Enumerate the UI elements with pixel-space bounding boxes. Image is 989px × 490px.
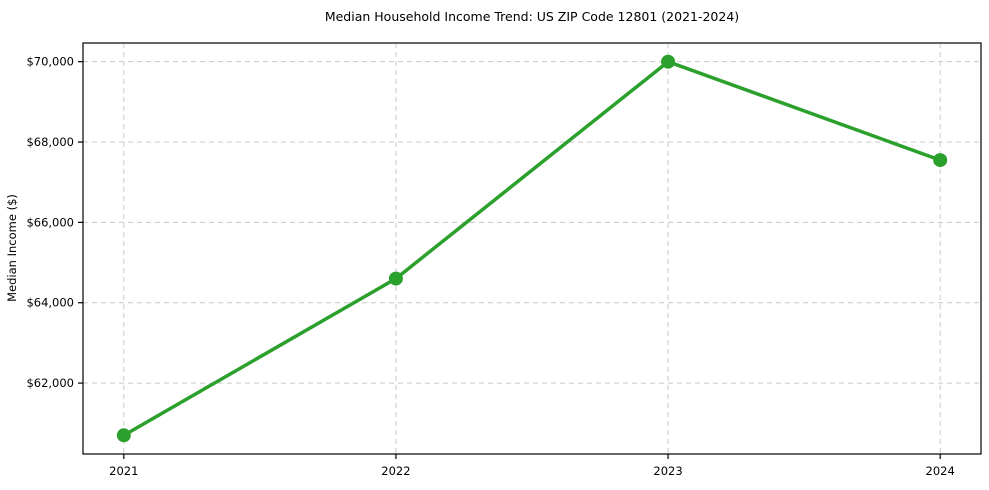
data-point-marker	[388, 271, 403, 286]
data-point-marker	[116, 428, 131, 443]
y-axis-label: Median Income ($)	[5, 194, 19, 302]
x-tick-label: 2024	[926, 464, 955, 478]
ticks-layer: $62,000 $64,000 $66,000 $68,000 $70,000 2021 2…	[26, 55, 954, 478]
x-tick-label: 2021	[109, 464, 138, 478]
plot-border	[82, 42, 982, 455]
y-tick-label: $62,000	[26, 376, 74, 390]
x-tick-label: 2023	[653, 464, 682, 478]
data-point-marker	[933, 153, 948, 168]
chart-title: Median Household Income Trend: US ZIP Co…	[325, 9, 739, 24]
y-tick-label: $70,000	[26, 55, 74, 69]
trend-line-series	[116, 54, 948, 443]
y-tick-label: $66,000	[26, 215, 74, 229]
grid-layer	[83, 43, 981, 454]
trend-line	[122, 59, 942, 438]
y-tick-label: $64,000	[26, 296, 74, 310]
y-tick-label: $68,000	[26, 135, 74, 149]
data-point-marker	[661, 54, 676, 69]
x-tick-label: 2022	[381, 464, 410, 478]
